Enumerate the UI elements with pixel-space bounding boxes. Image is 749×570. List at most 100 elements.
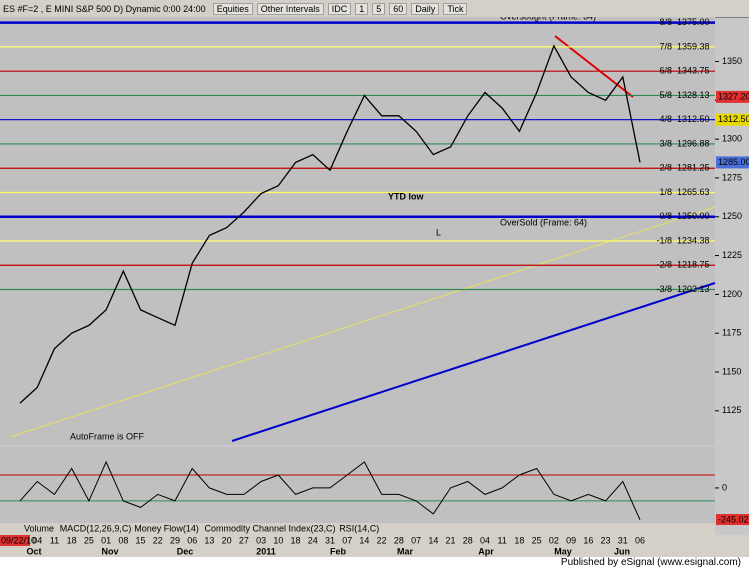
button[interactable]: Daily bbox=[411, 2, 440, 15]
y-tick-label: 1250 bbox=[722, 211, 742, 221]
button[interactable]: Equities bbox=[212, 2, 253, 15]
price-tag-label: 1327.20 bbox=[718, 91, 749, 101]
button[interactable]: IDC bbox=[327, 2, 352, 15]
x-tick-label: 02 bbox=[549, 535, 559, 545]
level-name: 8/8 bbox=[659, 17, 672, 27]
x-tick-label: 07 bbox=[342, 535, 352, 545]
level-label: 1359.38 bbox=[677, 41, 710, 51]
annotation: Oversought (Frame: 64) bbox=[500, 17, 596, 21]
annotation: L bbox=[436, 227, 441, 237]
x-tick-label: 20 bbox=[222, 535, 232, 545]
month-label: May bbox=[554, 546, 572, 556]
level-name: 0/8 bbox=[659, 211, 672, 221]
level-name: 6/8 bbox=[659, 66, 672, 76]
x-tick-label: 07 bbox=[411, 535, 421, 545]
y-tick-label: 1350 bbox=[722, 56, 742, 66]
trend-line bbox=[9, 206, 716, 438]
price-tag bbox=[716, 156, 749, 169]
tab[interactable]: RSI(14,C) bbox=[339, 523, 379, 533]
month-label: Oct bbox=[26, 546, 41, 556]
toolbar: ES #F=2 , E MINI S&P 500 D) Dynamic 0:00… bbox=[0, 0, 749, 18]
y-tick-label: 1150 bbox=[722, 366, 741, 376]
button[interactable]: 60 bbox=[389, 2, 408, 15]
symbol[interactable]: ES #F=2 , E MINI S&P 500 D) Dynamic 0:00… bbox=[3, 3, 206, 14]
date-highlight bbox=[0, 535, 30, 546]
y-tick-label: 1300 bbox=[722, 133, 742, 143]
tab-bar bbox=[0, 523, 715, 535]
level-label: 1234.38 bbox=[677, 235, 710, 245]
x-tick-label: 18 bbox=[67, 535, 77, 545]
level-name: 1/8 bbox=[659, 187, 672, 197]
oscillator-line bbox=[19, 460, 641, 521]
level-label: 1296.88 bbox=[677, 138, 710, 148]
x-tick-label: 21 bbox=[446, 535, 456, 545]
y-tick-label: 0 bbox=[722, 482, 727, 492]
x-tick-label: 06 bbox=[635, 535, 645, 545]
x-tick-label: 24 bbox=[308, 535, 318, 545]
x-tick-label: 18 bbox=[514, 535, 524, 545]
button[interactable]: Other Intervals bbox=[256, 2, 324, 15]
level-label: 1343.75 bbox=[677, 66, 710, 76]
osc-tag-label: -245.02 bbox=[718, 514, 749, 524]
level-name: 7/8 bbox=[659, 41, 672, 51]
x-tick-label: 03 bbox=[256, 535, 266, 545]
month-label: Apr bbox=[478, 546, 494, 556]
button[interactable]: 5 bbox=[372, 2, 386, 15]
x-tick-label: 22 bbox=[377, 535, 387, 545]
x-tick-label: 06 bbox=[187, 535, 197, 545]
y-tick-label: 1175 bbox=[722, 328, 741, 338]
level-label: 1312.50 bbox=[677, 114, 710, 124]
month-label: Jun bbox=[614, 546, 630, 556]
x-tick-label: 29 bbox=[170, 535, 180, 545]
y-tick-label: 1200 bbox=[722, 289, 742, 299]
x-tick-label: 11 bbox=[498, 535, 507, 545]
price-tag-label: 1312.50 bbox=[718, 114, 749, 124]
footer: Published by eSignal (www.esignal.com) bbox=[0, 557, 749, 570]
price-tag-label: 1285.00 bbox=[718, 157, 749, 167]
x-tick-label: 25 bbox=[84, 535, 94, 545]
osc-tag bbox=[716, 514, 749, 525]
level-name: 2/8 bbox=[659, 163, 672, 173]
y-tick-label: 1125 bbox=[722, 405, 741, 415]
y-tick-label: 1225 bbox=[722, 250, 742, 260]
level-label: 1265.63 bbox=[677, 187, 710, 197]
level-name: 5/8 bbox=[659, 90, 672, 100]
level-name: -3/8 bbox=[656, 284, 672, 294]
y-tick-label: 1275 bbox=[722, 172, 742, 182]
x-tick-label: 28 bbox=[394, 535, 404, 545]
month-label: Nov bbox=[101, 546, 118, 556]
level-name: 4/8 bbox=[659, 114, 672, 124]
price-pane bbox=[0, 17, 715, 445]
month-label: Mar bbox=[397, 546, 414, 556]
annotation: AutoFrame is OFF bbox=[70, 431, 145, 441]
x-tick-label: 31 bbox=[325, 535, 335, 545]
price-tag bbox=[716, 90, 749, 103]
oscillator-pane bbox=[0, 447, 715, 523]
x-tick-label: 16 bbox=[583, 535, 593, 545]
tab[interactable]: Commodity Channel Index(23,C) bbox=[205, 523, 336, 533]
price-tag bbox=[716, 113, 749, 126]
x-tick-label: 04 bbox=[32, 535, 42, 545]
x-tick-label: 08 bbox=[118, 535, 128, 545]
x-tick-label: 11 bbox=[50, 535, 59, 545]
x-axis bbox=[0, 535, 749, 557]
level-name: -2/8 bbox=[656, 260, 672, 270]
x-tick-label: 10 bbox=[273, 535, 283, 545]
x-tick-label: 09 bbox=[566, 535, 576, 545]
footer-text: Published by eSignal (www.esignal.com) bbox=[560, 557, 741, 568]
level-label: 1218.75 bbox=[677, 260, 710, 270]
tab[interactable]: Volume bbox=[24, 523, 54, 533]
x-tick-label: 31 bbox=[618, 535, 628, 545]
level-label: 1250.00 bbox=[677, 211, 710, 221]
x-tick-label: 18 bbox=[291, 535, 301, 545]
button[interactable]: 1 bbox=[355, 2, 369, 15]
level-label: 1281.25 bbox=[677, 163, 710, 173]
tab[interactable]: Money Flow(14) bbox=[134, 523, 199, 533]
x-tick-label: 14 bbox=[428, 535, 438, 545]
x-tick-label: 14 bbox=[359, 535, 369, 545]
month-label: Feb bbox=[330, 546, 347, 556]
level-label: 1375.00 bbox=[677, 17, 710, 27]
button[interactable]: Tick bbox=[443, 2, 468, 15]
annotation: YTD low bbox=[388, 191, 424, 201]
tab[interactable]: MACD(12,26,9,C) bbox=[60, 523, 132, 533]
